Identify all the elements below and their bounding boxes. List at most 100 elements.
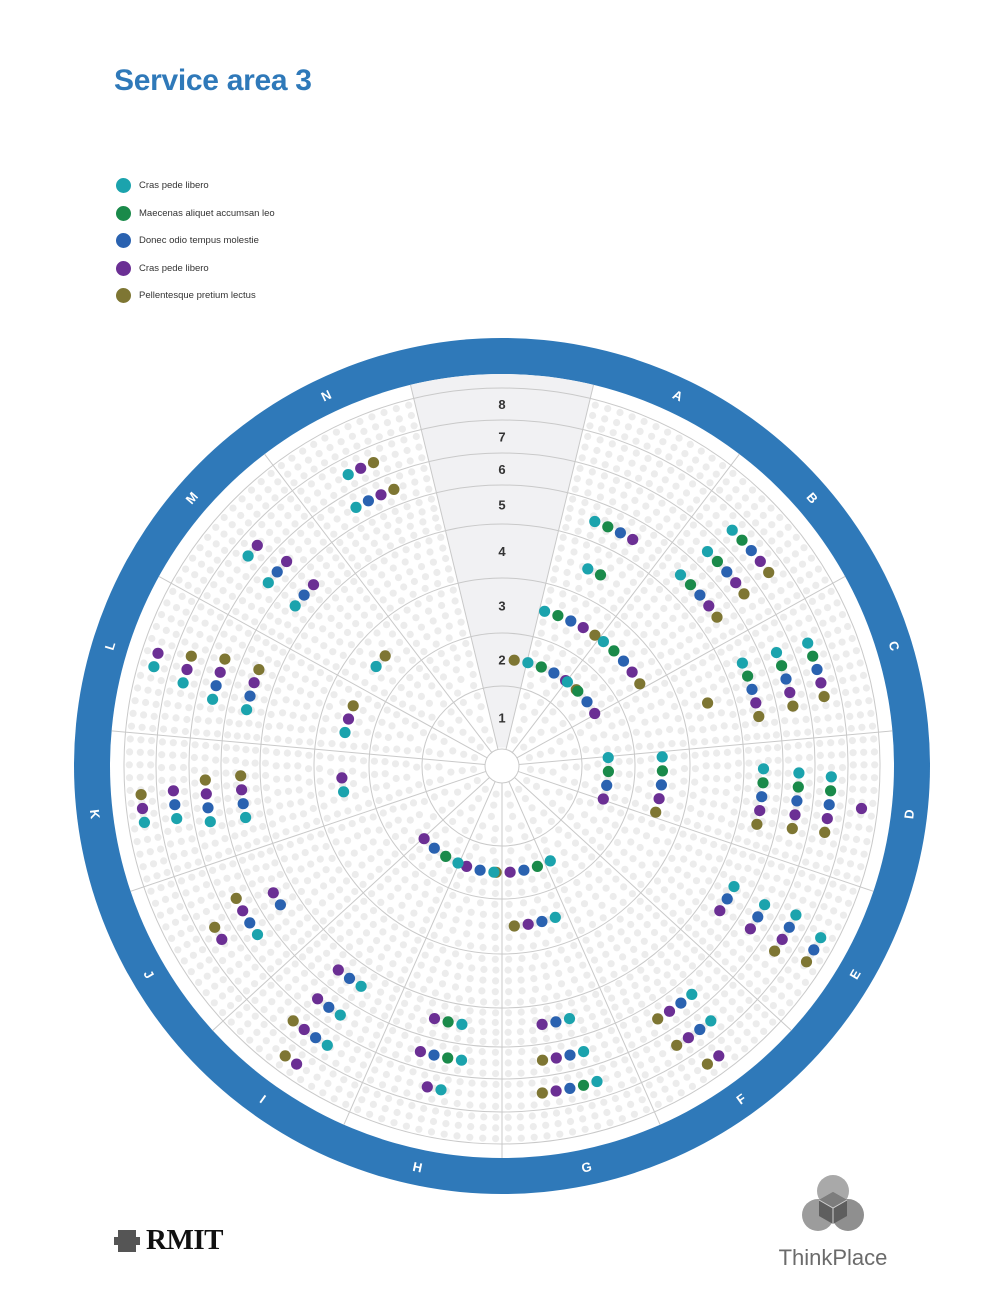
placeholder-dot: [275, 974, 283, 982]
placeholder-dot: [736, 1020, 744, 1029]
placeholder-dot: [354, 804, 363, 812]
placeholder-dot: [557, 980, 566, 988]
placeholder-dot: [565, 989, 573, 997]
data-marker: [167, 785, 179, 797]
sector-label: K: [87, 809, 103, 821]
placeholder-dot: [615, 770, 623, 778]
placeholder-dot: [320, 987, 329, 995]
placeholder-dot: [220, 513, 228, 522]
placeholder-dot: [282, 934, 290, 942]
placeholder-dot: [225, 718, 233, 726]
placeholder-dot: [349, 780, 358, 788]
placeholder-dot: [352, 454, 360, 462]
placeholder-dot: [699, 937, 707, 945]
placeholder-dot: [836, 725, 845, 733]
placeholder-dot: [146, 848, 154, 856]
placeholder-dot: [478, 921, 486, 929]
placeholder-dot: [248, 645, 256, 654]
placeholder-dot: [344, 423, 352, 431]
placeholder-dot: [393, 985, 401, 993]
placeholder-dot: [409, 704, 417, 712]
placeholder-dot: [251, 963, 259, 971]
placeholder-dot: [284, 470, 292, 478]
placeholder-dot: [218, 913, 226, 922]
placeholder-dot: [153, 872, 161, 880]
placeholder-dot: [578, 454, 586, 462]
placeholder-dot: [825, 891, 833, 900]
placeholder-dot: [727, 1029, 735, 1037]
placeholder-dot: [523, 692, 531, 700]
placeholder-dot: [304, 456, 312, 464]
placeholder-dot: [745, 963, 753, 971]
data-marker: [241, 704, 253, 716]
data-marker: [375, 489, 387, 501]
placeholder-dot: [663, 971, 671, 979]
placeholder-dot: [387, 892, 395, 901]
placeholder-dot: [733, 735, 741, 743]
placeholder-dot: [147, 785, 155, 793]
placeholder-dot: [707, 711, 715, 719]
placeholder-dot: [133, 838, 141, 846]
placeholder-dot: [310, 1046, 318, 1054]
placeholder-dot: [219, 863, 227, 871]
data-marker: [800, 956, 813, 968]
placeholder-dot: [259, 989, 267, 997]
placeholder-dot: [643, 603, 651, 611]
placeholder-dot: [436, 750, 444, 758]
placeholder-dot: [139, 863, 147, 871]
placeholder-dot: [188, 873, 196, 881]
placeholder-dot: [210, 654, 218, 662]
placeholder-dot: [375, 548, 383, 556]
placeholder-dot: [236, 924, 244, 932]
placeholder-dot: [294, 992, 302, 1000]
placeholder-dot: [429, 813, 437, 821]
placeholder-dot: [790, 566, 798, 574]
placeholder-dot: [384, 733, 392, 742]
placeholder-dot: [620, 883, 628, 891]
placeholder-dot: [389, 1027, 397, 1035]
placeholder-dot: [700, 920, 708, 928]
placeholder-dot: [798, 560, 807, 568]
placeholder-dot: [838, 751, 846, 759]
placeholder-dot: [206, 705, 215, 713]
placeholder-dot: [391, 760, 400, 768]
placeholder-dot: [148, 737, 156, 745]
placeholder-dot: [412, 489, 420, 497]
placeholder-dot: [313, 1073, 321, 1081]
placeholder-dot: [794, 678, 802, 686]
placeholder-dot: [742, 891, 750, 899]
placeholder-dot: [419, 926, 427, 935]
placeholder-dot: [294, 774, 302, 782]
placeholder-dot: [331, 453, 339, 461]
placeholder-dot: [449, 817, 457, 826]
placeholder-dot: [660, 538, 668, 547]
placeholder-dot: [870, 774, 879, 782]
placeholder-dot: [799, 896, 807, 904]
placeholder-dot: [518, 954, 526, 963]
placeholder-dot: [319, 1089, 327, 1097]
placeholder-dot: [449, 747, 457, 755]
placeholder-dot: [587, 590, 595, 598]
placeholder-dot: [226, 807, 234, 815]
placeholder-dot: [676, 802, 684, 810]
placeholder-dot: [504, 944, 512, 953]
placeholder-dot: [480, 965, 488, 974]
placeholder-dot: [266, 808, 274, 816]
placeholder-dot: [181, 727, 189, 736]
placeholder-dot: [313, 529, 321, 538]
placeholder-dot: [538, 767, 546, 775]
placeholder-dot: [762, 872, 770, 880]
data-marker: [602, 521, 614, 533]
placeholder-dot: [623, 629, 631, 637]
placeholder-dot: [544, 950, 553, 958]
placeholder-dot: [556, 1130, 564, 1138]
placeholder-dot: [846, 860, 855, 868]
placeholder-dot: [560, 886, 569, 894]
placeholder-dot: [697, 616, 705, 624]
placeholder-dot: [307, 480, 315, 488]
placeholder-dot: [739, 650, 748, 658]
placeholder-dot: [320, 882, 328, 890]
placeholder-dot: [626, 973, 634, 981]
placeholder-dot: [597, 941, 605, 949]
placeholder-dot: [380, 513, 388, 521]
